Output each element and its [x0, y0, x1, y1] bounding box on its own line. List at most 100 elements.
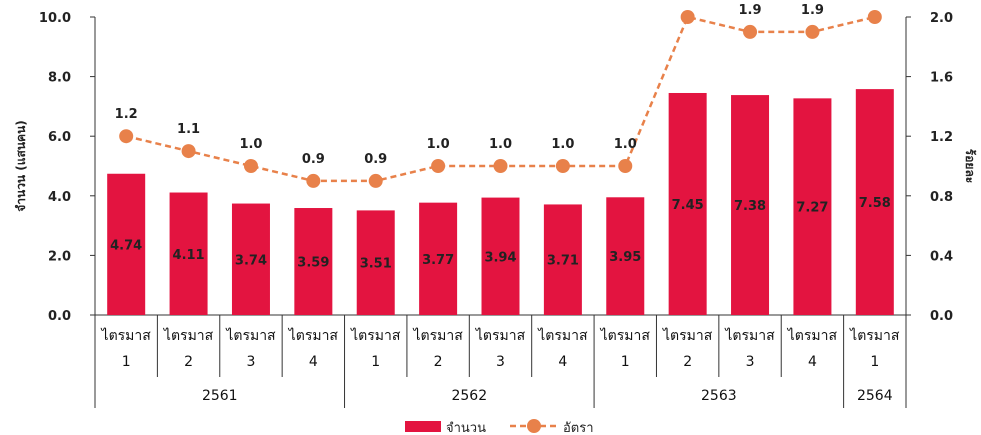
legend-line-label: อัตรา [563, 421, 594, 435]
rate-point [680, 10, 695, 24]
year-label: 2563 [701, 388, 737, 404]
right-tick-label: 2.0 [930, 11, 953, 26]
rate-point [805, 24, 820, 39]
category-label-quarter: ไตรมาส [849, 327, 900, 344]
category-label-number: 3 [247, 354, 256, 370]
rate-point [743, 24, 758, 39]
rate-value-label: 1.9 [739, 3, 762, 18]
bar-value-label: 3.59 [297, 256, 329, 271]
bar [731, 95, 770, 316]
rate-value-label: 2.0 [863, 0, 886, 3]
rate-value-label: 1.2 [115, 107, 138, 122]
rate-value-label: 0.9 [302, 152, 325, 167]
category-label-number: 1 [621, 354, 630, 370]
bar-value-label: 7.38 [734, 199, 766, 214]
bar [793, 98, 832, 315]
right-tick-label: 0.8 [930, 190, 953, 205]
y-axis-right-title: ร้อยละ [963, 149, 977, 183]
rate-point [555, 159, 570, 173]
category-label-quarter: ไตรมาส [225, 327, 276, 344]
rate-point [618, 159, 633, 173]
bar-value-label: 3.77 [422, 253, 454, 268]
bar [231, 203, 270, 315]
bar-value-label: 7.58 [859, 196, 891, 211]
category-label-number: 3 [746, 354, 755, 370]
bar-value-label: 4.11 [173, 248, 205, 263]
rate-point [493, 159, 508, 173]
bar-value-label: 3.95 [609, 250, 641, 265]
bar [855, 89, 894, 315]
category-label-quarter: ไตรมาส [350, 327, 401, 344]
rate-value-label: 1.0 [239, 137, 262, 152]
legend-bar-swatch [405, 421, 441, 432]
category-label-number: 2 [184, 354, 193, 370]
rate-value-label: 1.0 [551, 137, 574, 152]
bar-value-label: 3.94 [484, 250, 516, 265]
rate-value-label: 1.0 [427, 137, 450, 152]
category-label-number: 1 [371, 354, 380, 370]
bar [543, 204, 582, 315]
bar-value-label: 7.27 [796, 201, 828, 216]
category-label-quarter: ไตรมาส [163, 327, 214, 344]
legend-line-marker [527, 419, 541, 433]
left-tick-label: 10.0 [39, 11, 71, 26]
category-label-quarter: ไตรมาส [288, 327, 339, 344]
bar-value-label: 3.51 [360, 257, 392, 272]
bar [419, 202, 458, 315]
year-label: 2562 [451, 388, 487, 404]
category-label-quarter: ไตรมาส [101, 327, 152, 344]
bar [481, 197, 520, 315]
right-tick-label: 1.6 [930, 71, 953, 86]
category-label-quarter: ไตรมาส [787, 327, 838, 344]
rate-point [368, 173, 383, 188]
bar [169, 192, 208, 315]
y-axis-left-title: จำนวน (แสนคน) [14, 120, 28, 212]
category-label-number: 2 [434, 354, 443, 370]
bar [668, 92, 707, 316]
rate-point [431, 159, 446, 173]
bar-value-label: 4.74 [110, 238, 142, 253]
year-label: 2564 [857, 388, 893, 404]
rate-value-label: 1.0 [614, 137, 637, 152]
category-label-number: 4 [808, 354, 817, 370]
bar-value-label: 7.45 [672, 198, 704, 213]
rate-point [867, 10, 882, 24]
right-tick-label: 0.0 [930, 309, 953, 324]
bar [356, 210, 395, 315]
left-tick-label: 8.0 [48, 71, 71, 86]
left-tick-label: 4.0 [48, 190, 71, 205]
category-label-quarter: ไตรมาส [724, 327, 775, 344]
year-label: 2561 [202, 388, 238, 404]
rate-value-label: 1.0 [489, 137, 512, 152]
bar [107, 173, 146, 315]
rate-value-label: 0.9 [364, 152, 387, 167]
right-tick-label: 0.4 [930, 249, 953, 264]
category-label-number: 4 [558, 354, 567, 370]
bar [606, 197, 645, 315]
right-tick-label: 1.2 [930, 130, 953, 145]
category-label-number: 4 [309, 354, 318, 370]
category-label-quarter: ไตรมาส [662, 327, 713, 344]
category-label-quarter: ไตรมาส [475, 327, 526, 344]
bar-value-label: 3.74 [235, 253, 267, 268]
bar-value-label: 3.71 [547, 254, 579, 269]
rate-value-label: 1.1 [177, 122, 200, 137]
rate-point [119, 129, 134, 144]
left-tick-label: 0.0 [48, 309, 71, 324]
rate-point [243, 159, 258, 173]
bar [294, 208, 333, 315]
category-label-number: 1 [122, 354, 131, 370]
left-tick-label: 2.0 [48, 249, 71, 264]
category-label-number: 1 [870, 354, 879, 370]
legend-bar-label: จำนวน [446, 421, 486, 435]
rate-point [306, 173, 321, 188]
rate-value-label: 1.9 [801, 3, 824, 18]
category-label-number: 3 [496, 354, 505, 370]
category-label-number: 2 [683, 354, 692, 370]
left-tick-label: 6.0 [48, 130, 71, 145]
category-label-quarter: ไตรมาส [412, 327, 463, 344]
rate-value-label: 2.0 [676, 0, 699, 3]
category-label-quarter: ไตรมาส [537, 327, 588, 344]
category-label-quarter: ไตรมาส [600, 327, 651, 344]
